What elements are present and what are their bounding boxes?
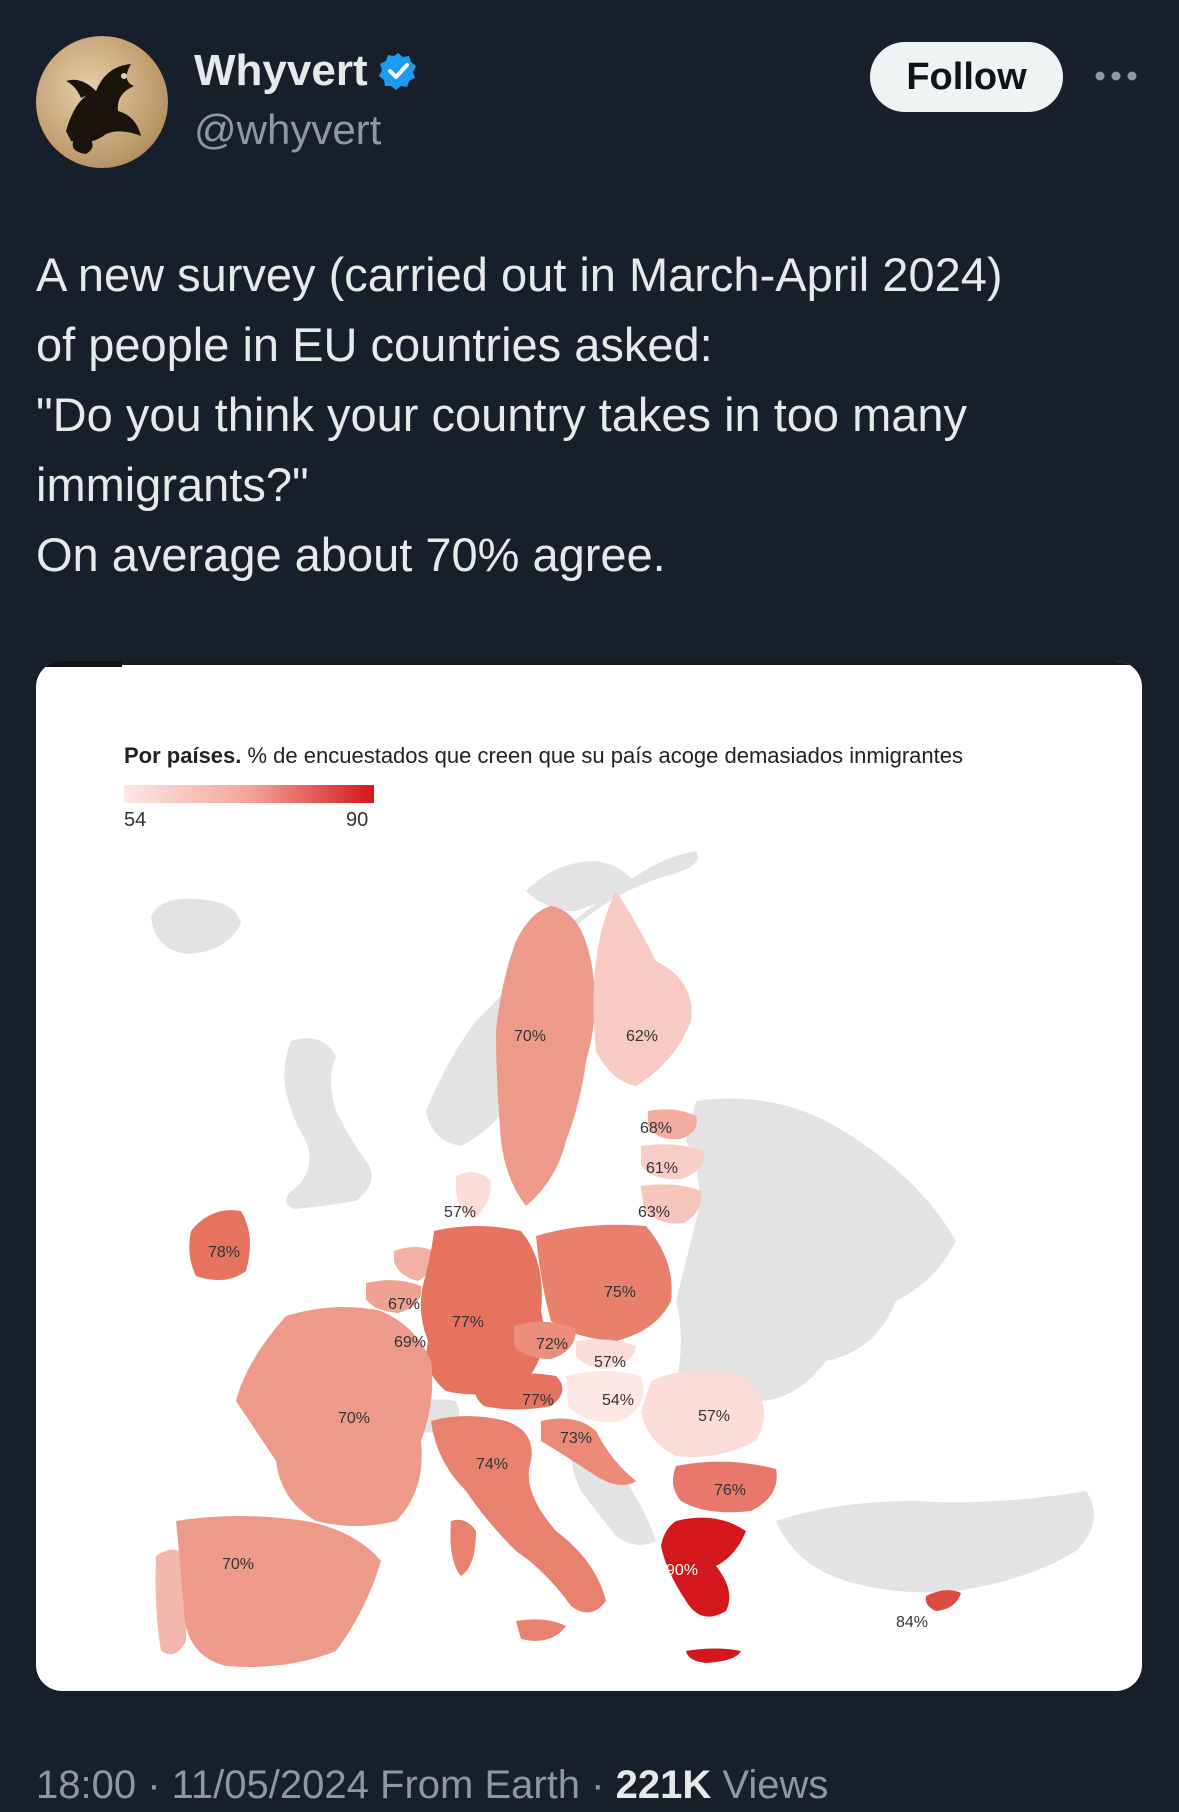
- country-netherlands: [394, 1247, 435, 1281]
- country-estonia: [648, 1109, 697, 1140]
- country-romania: [641, 1369, 764, 1457]
- country-czechia: [514, 1321, 576, 1359]
- views-count: 221K: [615, 1763, 712, 1807]
- label-spain: 70%: [222, 1556, 254, 1573]
- country-italy: [431, 1416, 606, 1613]
- label-romania: 57%: [698, 1408, 730, 1425]
- more-dots-icon[interactable]: [1092, 56, 1140, 96]
- author-name-row: Whyvert: [194, 46, 418, 96]
- avatar[interactable]: [36, 36, 168, 168]
- country-poland: [536, 1224, 672, 1341]
- author-handle[interactable]: @whyvert: [194, 106, 382, 153]
- value-labels: 70% 62% 68% 61% 63% 57% 78% 67% 69% 77% …: [208, 1028, 928, 1631]
- legend-color-scale: [124, 785, 374, 803]
- legend-max-label: 90: [346, 809, 369, 831]
- label-austria: 77%: [522, 1392, 554, 1409]
- label-poland: 75%: [604, 1284, 636, 1301]
- label-croatia: 73%: [560, 1430, 592, 1447]
- tweet-meta: 18:00 · 11/05/2024 From Earth · 221K Vie…: [36, 1763, 829, 1807]
- tweet-source: From Earth: [380, 1763, 581, 1807]
- country-italy-islands: [450, 1519, 566, 1641]
- tweet-text: A new survey (carried out in March-April…: [36, 240, 1146, 590]
- label-ireland: 78%: [208, 1244, 240, 1261]
- tweet-date[interactable]: 11/05/2024: [171, 1763, 369, 1807]
- label-cyprus: 84%: [896, 1614, 928, 1631]
- tweet-line: of people in EU countries asked:: [36, 318, 713, 371]
- verified-badge-icon: [378, 53, 416, 90]
- country-denmark: [456, 1172, 491, 1219]
- map-title: Por países. % de encuestados que creen q…: [124, 743, 963, 769]
- legend-min-label: 54: [124, 809, 147, 831]
- dragon-illustration-icon: [66, 64, 141, 154]
- country-latvia: [641, 1144, 705, 1180]
- country-greece: [661, 1517, 746, 1617]
- label-germany: 77%: [452, 1314, 484, 1331]
- country-cyprus: [925, 1590, 961, 1611]
- europe-map: 70% 62% 68% 61% 63% 57% 78% 67% 69% 77% …: [151, 851, 1094, 1667]
- label-denmark: 57%: [444, 1204, 476, 1221]
- views-label: Views: [722, 1763, 829, 1807]
- media-card[interactable]: 70% 62% 68% 61% 63% 57% 78% 67% 69% 77% …: [36, 661, 1142, 1691]
- label-netherlands: 67%: [388, 1296, 420, 1313]
- label-lithuania: 63%: [638, 1204, 670, 1221]
- country-france: [236, 1307, 433, 1526]
- country-spain: [176, 1516, 381, 1667]
- country-slovakia: [576, 1339, 636, 1369]
- label-slovakia: 57%: [594, 1354, 626, 1371]
- country-lithuania: [641, 1184, 702, 1224]
- label-estonia: 68%: [640, 1120, 672, 1137]
- label-sweden: 70%: [514, 1028, 546, 1045]
- tweet-line: immigrants?": [36, 458, 309, 511]
- country-finland: [593, 891, 692, 1086]
- country-greece-crete: [686, 1648, 741, 1663]
- country-belgium: [366, 1280, 422, 1313]
- eu-countries: [155, 891, 961, 1667]
- country-croatia: [541, 1418, 636, 1485]
- tweet-line: A new survey (carried out in March-April…: [36, 248, 1003, 301]
- map-title-bold: Por países.: [124, 743, 242, 768]
- label-finland: 62%: [626, 1028, 658, 1045]
- country-germany: [420, 1226, 544, 1395]
- label-czechia: 72%: [536, 1336, 568, 1353]
- country-sweden: [496, 906, 595, 1206]
- label-hungary: 54%: [602, 1392, 634, 1409]
- country-ireland: [189, 1210, 250, 1280]
- tweet-line: "Do you think your country takes in too …: [36, 388, 968, 441]
- tweet-line: On average about 70% agree.: [36, 528, 666, 581]
- label-greece: 90%: [666, 1562, 698, 1579]
- label-italy: 74%: [476, 1456, 508, 1473]
- label-france: 70%: [338, 1410, 370, 1427]
- card-top-rule: [36, 661, 1142, 667]
- follow-button[interactable]: Follow: [870, 42, 1063, 112]
- country-bulgaria: [672, 1461, 777, 1513]
- tweet-time[interactable]: 18:00: [36, 1763, 137, 1807]
- label-latvia: 61%: [646, 1160, 678, 1177]
- author-name[interactable]: Whyvert: [194, 46, 368, 95]
- country-austria: [474, 1373, 563, 1410]
- map-title-rest: % de encuestados que creen que su país a…: [241, 743, 963, 768]
- label-bulgaria: 76%: [714, 1482, 746, 1499]
- label-belgium: 69%: [394, 1334, 426, 1351]
- country-hungary: [566, 1371, 644, 1422]
